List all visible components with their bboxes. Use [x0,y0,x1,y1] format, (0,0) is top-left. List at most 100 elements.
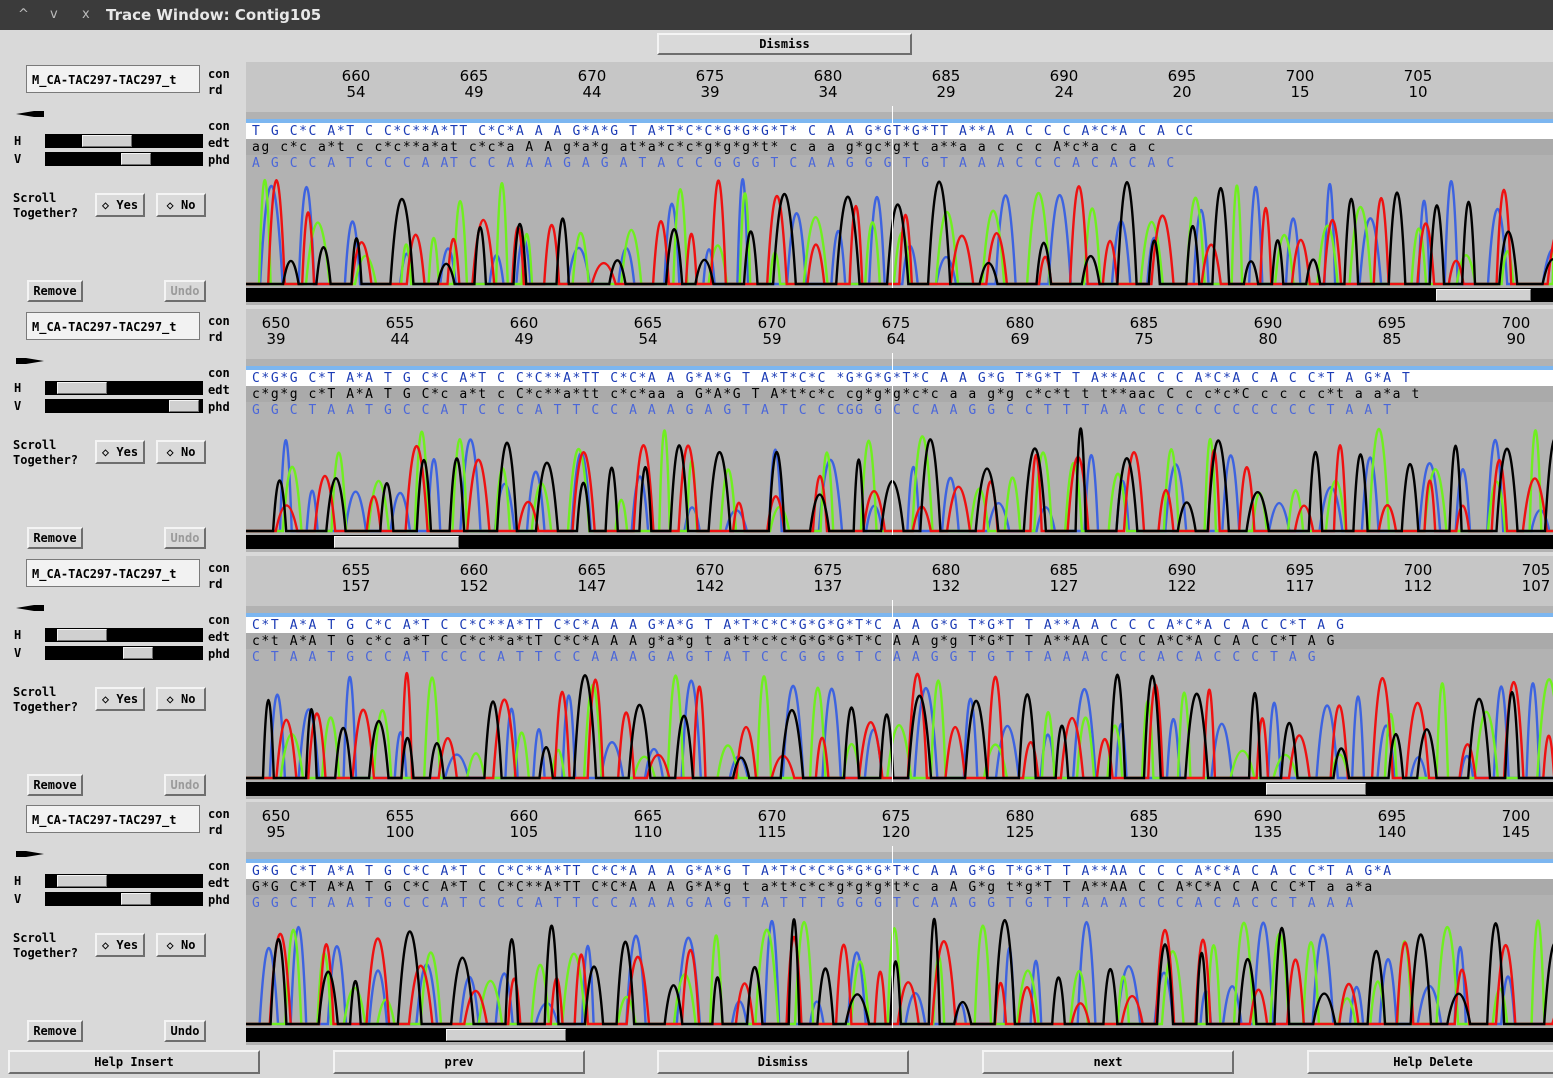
ruler-tick: 100 [385,823,415,841]
phred-sequence-row: G G C T A A T G C C A T C C C A T T C C … [252,896,1355,911]
edited-sequence-row[interactable]: c*g*g c*T A*A T G C*c a*t c C*c**a*tt c*… [246,386,1553,402]
prev-button[interactable]: prev [333,1050,585,1074]
ruler-tick: 670 [577,67,607,85]
next-button[interactable]: next [982,1050,1234,1074]
trace-curve [246,673,1553,780]
yes-label: Yes [116,692,139,706]
help-delete-button[interactable]: Help Delete [1307,1050,1553,1074]
ruler-tick: 140 [1377,823,1407,841]
phd-label: phd [208,647,230,661]
vertical-scale-slider[interactable] [45,646,203,660]
ruler-tick: 54 [346,83,366,101]
diamond-icon: ◇ [101,938,110,952]
maximize-icon[interactable]: v [50,7,58,22]
read-name-field[interactable]: M_CA-TAC297-TAC297_t [26,65,200,93]
phd-label: phd [208,893,230,907]
ruler-tick: 675 [695,67,725,85]
trace-panel: M_CA-TAC297-TAC297_t con rd con edt phd … [8,802,1553,1045]
remove-button[interactable]: Remove [27,774,83,796]
ruler-tick: 650 [261,314,291,332]
phred-sequence-row: A G C C A T C C C A AT C C A A A G A G A… [252,156,1176,171]
ruler-tick: 152 [459,577,489,595]
position-ruler: 650 39 655 44 660 49 665 54 670 59 675 64 680 69 685 75… [246,309,1553,359]
scroll-no-radio[interactable]: ◇ No [156,440,206,464]
vertical-scale-slider[interactable] [45,152,203,166]
ruler-tick: 660 [341,67,371,85]
remove-button[interactable]: Remove [27,527,83,549]
dismiss-button-top[interactable]: Dismiss [657,33,912,55]
read-name-field[interactable]: M_CA-TAC297-TAC297_t [26,559,200,587]
ruler-tick: 105 [509,823,539,841]
read-name-field[interactable]: M_CA-TAC297-TAC297_t [26,312,200,340]
trace-scrollbar[interactable] [246,782,1553,796]
ruler-tick: 700 [1501,807,1531,825]
ruler-tick: 49 [514,330,534,348]
no-label: No [181,198,196,212]
ruler-tick: 695 [1377,807,1407,825]
edt-label: edt [208,630,230,644]
ruler-tick: 660 [459,561,489,579]
trace-curve [246,918,1553,1026]
con-label: con [208,613,230,627]
horizontal-scale-slider[interactable] [45,628,203,642]
scroll-yes-radio[interactable]: ◇ Yes [95,440,145,464]
trace-scrollbar[interactable] [246,1028,1553,1042]
ruler-tick: 690 [1049,67,1079,85]
ruler-tick: 655 [385,807,415,825]
undo-button[interactable]: Undo [164,774,206,796]
h-scale-label: H [14,874,22,888]
edited-sequence-row[interactable]: ag c*c a*t c c*c**a*at c*c*a A A g*a*g a… [246,139,1553,155]
trace-curve [246,674,1553,780]
horizontal-scale-slider[interactable] [45,134,203,148]
rd-label: rd [208,83,223,97]
no-label: No [181,938,196,952]
horizontal-scale-slider[interactable] [45,874,203,888]
edited-sequence-row[interactable]: c*t A*A T G c*c a*T C C*c**a*tT C*C*A A … [246,633,1553,649]
dismiss-button-bottom[interactable]: Dismiss [657,1050,909,1074]
scroll-together-label: Scroll Together? [13,191,79,220]
vertical-scale-slider[interactable] [45,399,203,413]
minimize-icon[interactable]: ^ [18,7,29,22]
window-titlebar: ^ v x Trace Window: Contig105 [0,0,1553,30]
con-label: con [208,119,230,133]
close-icon[interactable]: x [82,7,90,22]
trace-view[interactable]: 650 39 655 44 660 49 665 54 670 59 675 64 680 69 685 75… [246,309,1553,552]
rd-label: rd [208,577,223,591]
ruler-tick: 695 [1377,314,1407,332]
trace-view[interactable]: 655 157 660 152 665 147 670 142 675 137 680 132 685 1… [246,556,1553,799]
help-insert-button[interactable]: Help Insert [8,1050,260,1074]
scroll-no-radio[interactable]: ◇ No [156,933,206,957]
undo-button[interactable]: Undo [164,1020,206,1042]
direction-forward-icon [16,851,44,857]
trace-scrollbar[interactable] [246,288,1553,302]
ruler-tick: 127 [1049,577,1079,595]
trace-scrollbar[interactable] [246,535,1553,549]
yes-label: Yes [116,938,139,952]
position-ruler: 660 54 665 49 670 44 675 39 680 34 685 29 690 24 695 20… [246,62,1553,112]
read-name-field[interactable]: M_CA-TAC297-TAC297_t [26,805,200,833]
trace-view[interactable]: 660 54 665 49 670 44 675 39 680 34 685 29 690 24 695 20… [246,62,1553,305]
scroll-yes-radio[interactable]: ◇ Yes [95,193,145,217]
trace-curve [246,427,1553,533]
undo-button[interactable]: Undo [164,280,206,302]
scroll-no-radio[interactable]: ◇ No [156,193,206,217]
undo-button[interactable]: Undo [164,527,206,549]
ruler-tick: 137 [813,577,843,595]
remove-button[interactable]: Remove [27,1020,83,1042]
window-title: Trace Window: Contig105 [106,6,322,24]
diamond-icon: ◇ [166,445,174,459]
scroll-yes-radio[interactable]: ◇ Yes [95,933,145,957]
trace-panel: M_CA-TAC297-TAC297_t con rd con edt phd … [8,62,1553,305]
scroll-yes-radio[interactable]: ◇ Yes [95,687,145,711]
horizontal-scale-slider[interactable] [45,381,203,395]
con-label: con [208,859,230,873]
no-label: No [181,692,196,706]
vertical-scale-slider[interactable] [45,892,203,906]
edited-sequence-row[interactable]: G*G C*T A*A T G C*C A*T C C*C**A*TT C*C*… [246,879,1553,895]
ruler-tick: 685 [1049,561,1079,579]
ruler-tick: 95 [266,823,286,841]
ruler-tick: 142 [695,577,725,595]
remove-button[interactable]: Remove [27,280,83,302]
scroll-no-radio[interactable]: ◇ No [156,687,206,711]
trace-view[interactable]: 650 95 655 100 660 105 665 110 670 115 675 120 680 12… [246,802,1553,1045]
